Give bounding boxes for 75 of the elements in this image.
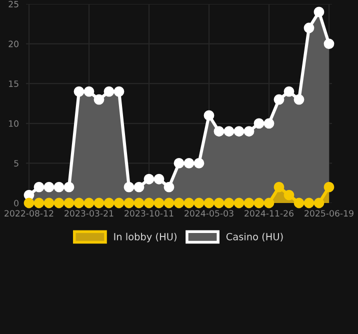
point: [104, 198, 114, 208]
point: [34, 182, 44, 192]
point: [184, 198, 194, 208]
point: [144, 174, 154, 184]
y-tick-label: 15: [9, 80, 18, 87]
point: [274, 182, 284, 192]
y-tick-label: 20: [8, 40, 18, 48]
point: [124, 198, 134, 208]
point: [174, 158, 184, 168]
point: [224, 126, 234, 137]
point: [194, 198, 204, 208]
x-tick-label: 2023-10-11: [124, 210, 174, 217]
point: [174, 198, 184, 208]
point: [324, 182, 334, 192]
point: [94, 198, 104, 208]
point: [74, 86, 84, 97]
x-tick-label: 2025-06-19: [304, 210, 354, 217]
point: [234, 198, 244, 208]
point: [304, 198, 314, 208]
point: [34, 198, 44, 208]
point: [84, 86, 94, 97]
point: [314, 198, 324, 208]
point: [154, 198, 164, 208]
x-tick-label: 2024-11-26: [244, 210, 294, 217]
y-tick-label: 25: [8, 0, 18, 8]
point: [124, 182, 134, 192]
point: [324, 38, 334, 50]
point: [84, 198, 94, 208]
y-tick-label: 0: [14, 200, 18, 206]
point: [114, 198, 124, 208]
point: [244, 126, 254, 137]
point: [134, 182, 144, 192]
point: [194, 158, 204, 168]
point: [224, 198, 234, 208]
legend-label: Casino (HU): [226, 232, 283, 242]
point: [294, 94, 304, 105]
x-tick-label: 2024-05-03: [184, 210, 234, 217]
point: [294, 198, 304, 208]
point: [244, 198, 254, 208]
point: [304, 22, 314, 34]
point: [74, 198, 84, 208]
x-tick-label: 2022-08-12: [4, 210, 54, 217]
point: [44, 182, 54, 192]
point: [164, 182, 174, 192]
point: [154, 174, 164, 184]
point: [204, 110, 214, 121]
point: [264, 118, 274, 129]
point: [234, 126, 244, 137]
point: [214, 198, 224, 208]
point: [44, 198, 54, 208]
point: [314, 6, 324, 18]
point: [184, 158, 194, 168]
point: [284, 86, 294, 97]
point: [274, 94, 284, 105]
point: [204, 198, 214, 208]
point: [24, 198, 34, 208]
point: [94, 94, 104, 105]
legend-label: In lobby (HU): [114, 232, 176, 242]
point: [64, 198, 74, 208]
point: [134, 198, 144, 208]
point: [254, 198, 264, 208]
point: [264, 198, 274, 208]
point: [254, 118, 264, 129]
point: [54, 182, 64, 192]
point: [164, 198, 174, 208]
point: [114, 86, 124, 97]
point: [64, 182, 74, 192]
point: [284, 190, 294, 200]
point: [144, 198, 154, 208]
x-tick-label: 2023-03-21: [64, 210, 114, 217]
point: [54, 198, 64, 208]
y-tick-label: 5: [14, 160, 18, 167]
point: [214, 126, 224, 137]
point: [104, 86, 114, 97]
y-tick-label: 10: [9, 120, 18, 127]
